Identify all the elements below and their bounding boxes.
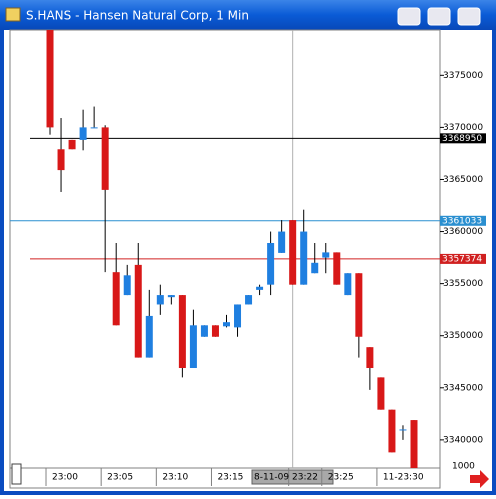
candle-body: [377, 377, 385, 410]
volume-scale: 1000: [452, 462, 475, 472]
candle-body: [167, 295, 175, 298]
close-button[interactable]: [457, 7, 481, 26]
candle-body: [234, 304, 242, 328]
candle-body: [211, 325, 219, 337]
price-label: 3361033: [442, 216, 482, 226]
candle-body: [123, 275, 131, 296]
candle-body: [112, 272, 120, 326]
candle-body: [388, 409, 396, 453]
candle-body: [200, 325, 208, 337]
y-tick-label: 3355000: [443, 279, 483, 289]
x-tick-label: 23:05: [107, 473, 133, 483]
x-tick-label: 23:10: [162, 473, 188, 483]
candle-body: [79, 127, 87, 140]
y-tick-label: 3375000: [443, 71, 483, 81]
y-tick-label: 3370000: [443, 123, 483, 133]
app-icon: [5, 7, 21, 22]
candle-body: [300, 231, 308, 285]
y-tick-label: 3340000: [443, 435, 483, 445]
candle-body: [222, 322, 230, 327]
y-tick-label: 3345000: [443, 383, 483, 393]
scroll-right-arrow[interactable]: [470, 470, 489, 488]
candle-body: [90, 127, 98, 129]
price-label: 3357374: [442, 254, 482, 264]
candle-body: [256, 286, 264, 290]
candle-body: [267, 243, 275, 285]
candle-body: [399, 429, 407, 431]
scroll-thumb[interactable]: [11, 463, 22, 485]
price-label-bg: [440, 215, 486, 226]
maximize-button[interactable]: [427, 7, 451, 26]
x-tick-label: 8-11-09 23:22: [254, 473, 318, 483]
x-tick-label: 23:25: [328, 473, 354, 483]
candle-body: [344, 273, 352, 296]
candle-body: [68, 139, 76, 150]
candle-body: [134, 264, 142, 358]
window-title: S.HANS - Hansen Natural Corp, 1 Min: [26, 9, 249, 23]
candle-body: [289, 220, 297, 285]
candle-body: [333, 252, 341, 285]
candle-body: [101, 127, 109, 190]
candle-body: [311, 262, 319, 274]
price-label: 3368950: [442, 134, 482, 144]
candle-body: [57, 149, 65, 171]
candle-body: [189, 325, 197, 369]
candle-body: [366, 347, 374, 369]
price-label-bg: [440, 133, 486, 144]
y-tick-label: 3350000: [443, 331, 483, 341]
candle-body: [245, 295, 253, 305]
candle-body: [355, 273, 363, 337]
plot-area: [9, 29, 441, 469]
y-tick-label: 3365000: [443, 175, 483, 185]
candle-body: [46, 30, 54, 128]
x-tick-label: 23:15: [217, 473, 243, 483]
x-tick-label: 23:00: [52, 473, 78, 483]
x-tick-label: 11-23:30: [383, 473, 424, 483]
candle-body: [178, 295, 186, 369]
price-label-bg: [440, 253, 486, 264]
candle-body: [410, 420, 418, 468]
minimize-button[interactable]: [397, 7, 421, 26]
x-label-highlight: [251, 469, 334, 485]
candle-body: [322, 252, 330, 258]
candle-body: [156, 295, 164, 305]
candle-body: [145, 315, 153, 358]
candle-body: [278, 231, 286, 253]
y-tick-label: 3360000: [443, 227, 483, 237]
